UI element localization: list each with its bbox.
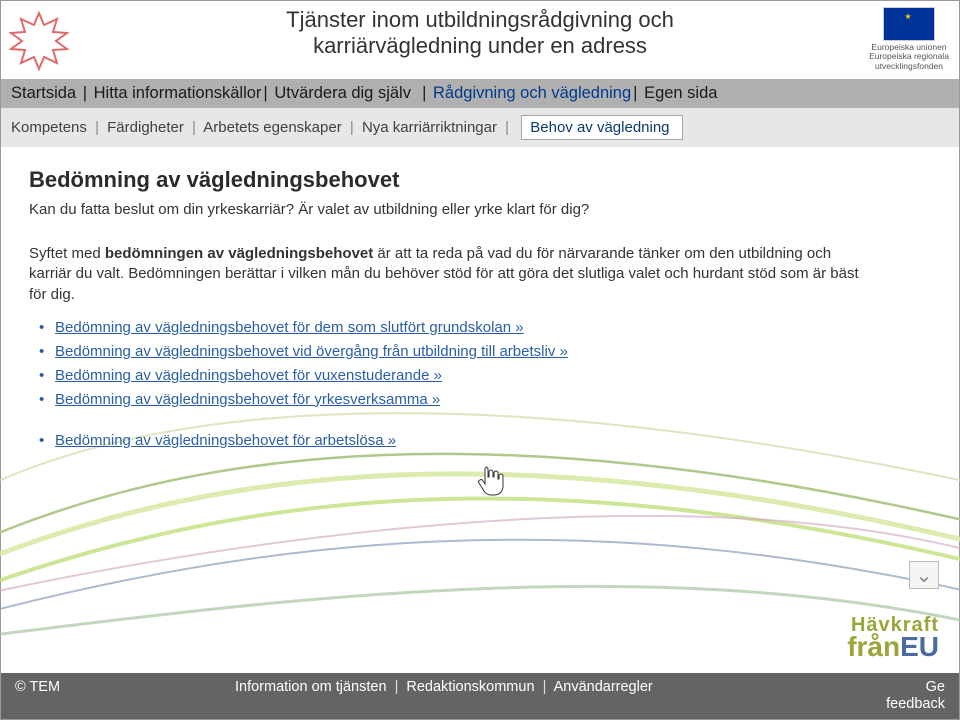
havkraft-logo: Hävkraft frånEU bbox=[847, 616, 939, 659]
nav-radgivning[interactable]: Rådgivning och vägledning bbox=[433, 84, 631, 102]
subnav-nya[interactable]: Nya karriärriktningar bbox=[362, 119, 497, 136]
nav-hitta[interactable]: Hitta informationskällor bbox=[94, 84, 262, 102]
footer-links: Information om tjänsten | Redaktionskomm… bbox=[235, 679, 845, 695]
subnav-kompetens[interactable]: Kompetens bbox=[11, 119, 87, 136]
sub-nav: Kompetens | Färdigheter | Arbetets egens… bbox=[1, 108, 959, 147]
link-yrkes[interactable]: Bedömning av vägledningsbehovet för yrke… bbox=[55, 391, 440, 408]
content-lead: Kan du fatta beslut om din yrkeskarriär?… bbox=[29, 201, 931, 218]
nav-startsida[interactable]: Startsida bbox=[11, 84, 76, 102]
footer-link-regler[interactable]: Användarregler bbox=[554, 679, 653, 695]
footer-link-info[interactable]: Information om tjänsten bbox=[235, 679, 387, 695]
nav-egen-sida[interactable]: Egen sida bbox=[644, 84, 717, 102]
subnav-fardigheter[interactable]: Färdigheter bbox=[107, 119, 184, 136]
content-paragraph: Syftet med bedömningen av vägledningsbeh… bbox=[29, 244, 859, 305]
subnav-arbetets[interactable]: Arbetets egenskaper bbox=[203, 119, 341, 136]
link-grundskolan[interactable]: Bedömning av vägledningsbehovet för dem … bbox=[55, 319, 524, 336]
logo-line2a: från bbox=[847, 631, 900, 662]
main-nav: Startsida | Hitta informationskällor| Ut… bbox=[1, 79, 959, 108]
assessment-link-list: Bedömning av vägledningsbehovet för dem … bbox=[29, 319, 859, 449]
link-item-yrkes: Bedömning av vägledningsbehovet för yrke… bbox=[55, 391, 859, 408]
logo-line2b: EU bbox=[900, 631, 939, 662]
footer-feedback-link[interactable]: Ge feedback bbox=[845, 679, 945, 712]
link-item-overgang: Bedömning av vägledningsbehovet vid över… bbox=[55, 343, 859, 360]
link-vuxen[interactable]: Bedömning av vägledningsbehovet för vuxe… bbox=[55, 367, 442, 384]
chevron-down-icon: ⌄ bbox=[916, 563, 933, 588]
link-item-vuxen: Bedömning av vägledningsbehovet för vuxe… bbox=[55, 367, 859, 384]
eu-badge: Europeiska unionen Europeiska regionala … bbox=[869, 7, 949, 71]
header: Tjänster inom utbildningsrådgivning och … bbox=[1, 1, 959, 79]
nav-utvardera[interactable]: Utvärdera dig själv bbox=[274, 84, 411, 102]
page-title-block: Tjänster inom utbildningsrådgivning och … bbox=[1, 1, 959, 60]
footer-link-redaktion[interactable]: Redaktionskommun bbox=[406, 679, 534, 695]
link-arbetslosa[interactable]: Bedömning av vägledningsbehovet för arbe… bbox=[55, 432, 396, 449]
eu-caption-2: Europeiska regionala utvecklingsfonden bbox=[869, 52, 949, 71]
eu-flag-icon bbox=[883, 7, 935, 41]
link-item-arbetslosa: Bedömning av vägledningsbehovet för arbe… bbox=[55, 432, 859, 449]
title-line-1: Tjänster inom utbildningsrådgivning och bbox=[286, 7, 674, 32]
expand-chevron-button[interactable]: ⌄ bbox=[909, 561, 939, 589]
footer-copyright: © TEM bbox=[15, 679, 235, 695]
link-overgang[interactable]: Bedömning av vägledningsbehovet vid över… bbox=[55, 343, 568, 360]
footer: © TEM Information om tjänsten | Redaktio… bbox=[1, 673, 959, 719]
cursor-hand-icon bbox=[476, 465, 504, 497]
subnav-behov-active[interactable]: Behov av vägledning bbox=[521, 115, 682, 140]
content-heading: Bedömning av vägledningsbehovet bbox=[29, 167, 931, 193]
content-area: Bedömning av vägledningsbehovet Kan du f… bbox=[1, 147, 959, 466]
title-line-2: karriärvägledning under en adress bbox=[313, 33, 647, 58]
link-item-grundskolan: Bedömning av vägledningsbehovet för dem … bbox=[55, 319, 859, 336]
